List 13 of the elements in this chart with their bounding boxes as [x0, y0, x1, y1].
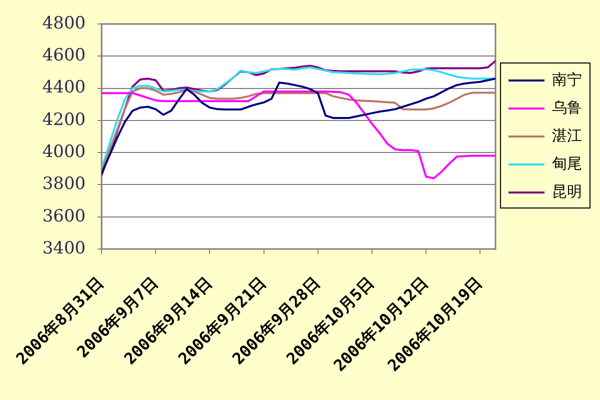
- y-tick-label: 4200: [42, 110, 86, 130]
- legend-label: 湛江: [552, 126, 582, 144]
- legend-label: 乌鲁: [552, 98, 582, 116]
- legend-label: 甸尾: [552, 154, 582, 172]
- y-tick-label: 4000: [42, 142, 86, 162]
- y-tick-label: 3800: [42, 174, 86, 194]
- y-tick-label: 3400: [42, 238, 86, 258]
- y-tick-label: 4800: [42, 13, 86, 34]
- y-tick-label: 3600: [42, 206, 86, 226]
- y-tick-label: 4600: [42, 46, 86, 66]
- legend-label: 昆明: [552, 182, 582, 200]
- y-tick-label: 4400: [42, 78, 86, 98]
- legend-label: 南宁: [552, 70, 582, 88]
